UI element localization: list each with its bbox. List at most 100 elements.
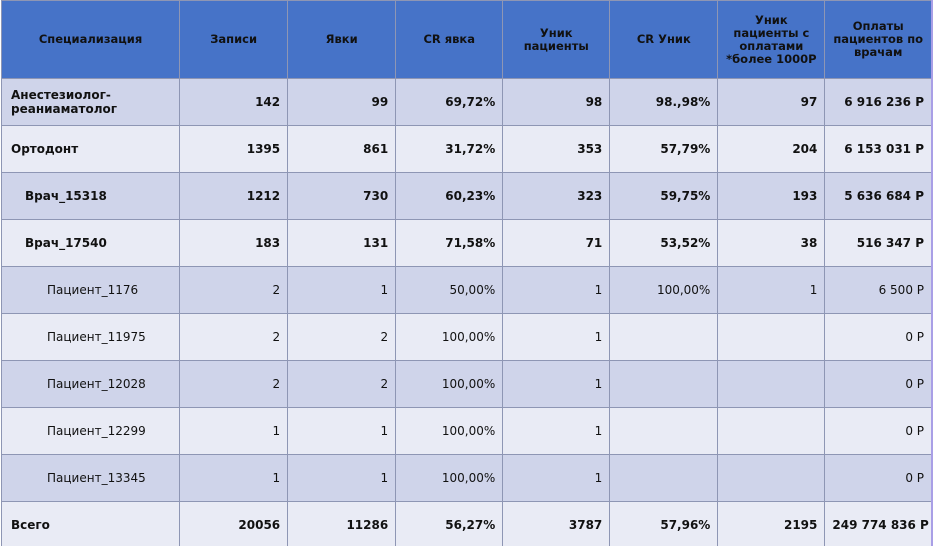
cell: 0 Р	[824, 407, 933, 455]
cell: 97	[717, 78, 826, 126]
cell: 183	[179, 219, 289, 267]
cell: 3787	[502, 501, 611, 546]
cell: 98.,98%	[609, 78, 719, 126]
cell: 1	[502, 407, 611, 455]
cell	[717, 313, 826, 361]
cell: 131	[287, 219, 397, 267]
row-label: Врач_17540	[0, 219, 181, 267]
cell: 1395	[179, 125, 289, 173]
row-label: Пациент_12299	[0, 407, 181, 455]
cell	[609, 313, 719, 361]
cell: 57,79%	[609, 125, 719, 173]
cell: 53,52%	[609, 219, 719, 267]
cell: 50,00%	[395, 266, 504, 314]
cell: 2	[179, 313, 289, 361]
cell	[717, 454, 826, 502]
cell: 38	[717, 219, 826, 267]
cell: 142	[179, 78, 289, 126]
table-row: Пациент_12028 2 2 100,00% 1 0 Р	[0, 360, 933, 408]
cell: 57,96%	[609, 501, 719, 546]
table-row: Пациент_13345 1 1 100,00% 1 0 Р	[0, 454, 933, 502]
cell: 56,27%	[395, 501, 504, 546]
cell: 0 Р	[824, 313, 933, 361]
cell: 1	[287, 266, 397, 314]
cell: 59,75%	[609, 172, 719, 220]
cell: 1	[287, 407, 397, 455]
cell: 2	[179, 266, 289, 314]
cell: 31,72%	[395, 125, 504, 173]
cell: 6 153 031 Р	[824, 125, 933, 173]
cell: 1	[717, 266, 826, 314]
cell: 100,00%	[395, 313, 504, 361]
row-label: Пациент_1176	[0, 266, 181, 314]
table-row: Всего 20056 11286 56,27% 3787 57,96% 2195 249 7…	[0, 501, 933, 546]
cell	[717, 407, 826, 455]
column-header: Записи	[179, 0, 289, 79]
cell: 71	[502, 219, 611, 267]
cell: 193	[717, 172, 826, 220]
cell: 1	[502, 313, 611, 361]
cell	[609, 454, 719, 502]
table-row: Врач_17540 183 131 71,58% 71 53,52% 38 516 347 …	[0, 219, 933, 267]
cell: 1	[502, 360, 611, 408]
cell: 11286	[287, 501, 397, 546]
cell: 1	[287, 454, 397, 502]
cell: 100,00%	[395, 360, 504, 408]
table-row: Анестезиолог-реаниаматолог 142 99 69,72% 98 9…	[0, 78, 933, 126]
cell	[717, 360, 826, 408]
cell: 99	[287, 78, 397, 126]
column-header: Уник пациенты с оплатами *более 1000Р	[717, 0, 826, 79]
cell: 69,72%	[395, 78, 504, 126]
column-header: Оплаты пациентов по врачам	[824, 0, 933, 79]
cell: 71,58%	[395, 219, 504, 267]
cell: 100,00%	[395, 454, 504, 502]
table-row: Пациент_1176 2 1 50,00% 1 100,00% 1 6 500 Р	[0, 266, 933, 314]
cell: 1	[179, 407, 289, 455]
row-label: Анестезиолог-реаниаматолог	[0, 78, 181, 126]
cell	[609, 407, 719, 455]
cell: 353	[502, 125, 611, 173]
cell: 100,00%	[395, 407, 504, 455]
table-row: Ортодонт 1395 861 31,72% 353 57,79% 204 6 153 0…	[0, 125, 933, 173]
row-label: Пациент_11975	[0, 313, 181, 361]
table-row: Пациент_11975 2 2 100,00% 1 0 Р	[0, 313, 933, 361]
table-header: Специализация Записи Явки CR явка Уник пацие…	[0, 0, 933, 79]
cell: 249 774 836 Р	[824, 501, 933, 546]
row-label: Пациент_12028	[0, 360, 181, 408]
cell: 20056	[179, 501, 289, 546]
table-row: Врач_15318 1212 730 60,23% 323 59,75% 193 5 636…	[0, 172, 933, 220]
row-label: Врач_15318	[0, 172, 181, 220]
row-label: Всего	[0, 501, 181, 546]
column-header: CR Уник	[609, 0, 719, 79]
cell: 1	[502, 266, 611, 314]
cell: 60,23%	[395, 172, 504, 220]
cell: 323	[502, 172, 611, 220]
cell: 5 636 684 Р	[824, 172, 933, 220]
column-header: Специализация	[0, 0, 181, 79]
cell: 6 500 Р	[824, 266, 933, 314]
row-label: Пациент_13345	[0, 454, 181, 502]
cell: 0 Р	[824, 360, 933, 408]
cell	[609, 360, 719, 408]
cell: 730	[287, 172, 397, 220]
cell: 6 916 236 Р	[824, 78, 933, 126]
cell: 100,00%	[609, 266, 719, 314]
cell: 2	[179, 360, 289, 408]
table-body: Анестезиолог-реаниаматолог 142 99 69,72% 98 9…	[0, 78, 933, 546]
cell: 1	[179, 454, 289, 502]
cell: 0 Р	[824, 454, 933, 502]
column-header: Явки	[287, 0, 397, 79]
cell: 2195	[717, 501, 826, 546]
table-row: Пациент_12299 1 1 100,00% 1 0 Р	[0, 407, 933, 455]
column-header: Уник пациенты	[502, 0, 611, 79]
cell: 2	[287, 360, 397, 408]
cell: 2	[287, 313, 397, 361]
cell: 1	[502, 454, 611, 502]
cell: 1212	[179, 172, 289, 220]
row-label: Ортодонт	[0, 125, 181, 173]
cell: 98	[502, 78, 611, 126]
cell: 861	[287, 125, 397, 173]
column-header: CR явка	[395, 0, 504, 79]
